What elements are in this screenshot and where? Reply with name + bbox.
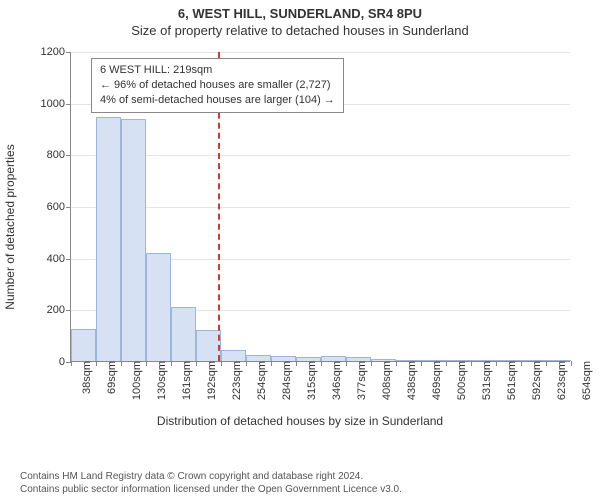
annotation-line: ← 96% of detached houses are smaller (2,… [100,78,335,93]
y-tick-mark [66,104,71,105]
x-tick-mark [146,361,147,366]
x-tick-label: 38sqm [75,361,93,394]
x-tick-mark [446,361,447,366]
x-tick-label: 346sqm [325,361,343,400]
x-tick-label: 408sqm [375,361,393,400]
annotation-line: 6 WEST HILL: 219sqm [100,63,335,78]
x-tick-mark [196,361,197,366]
title-subtitle: Size of property relative to detached ho… [0,21,600,42]
x-tick-label: 223sqm [225,361,243,400]
y-tick-mark [66,259,71,260]
x-tick-mark [321,361,322,366]
footer-attribution: Contains HM Land Registry data © Crown c… [0,470,600,496]
annotation-line: 4% of semi-detached houses are larger (1… [100,93,335,108]
x-axis-label: Distribution of detached houses by size … [0,412,600,428]
title-address: 6, WEST HILL, SUNDERLAND, SR4 8PU [0,0,600,21]
x-tick-mark [396,361,397,366]
x-tick-mark [496,361,497,366]
x-tick-mark [571,361,572,366]
x-tick-label: 438sqm [400,361,418,400]
histogram-bar [121,119,146,361]
y-tick-mark [66,155,71,156]
y-tick-mark [66,52,71,53]
histogram-bar [221,350,246,361]
x-tick-label: 469sqm [425,361,443,400]
x-tick-label: 377sqm [350,361,368,400]
x-tick-label: 254sqm [250,361,268,400]
x-tick-mark [421,361,422,366]
x-tick-mark [71,361,72,366]
x-tick-mark [121,361,122,366]
x-tick-mark [371,361,372,366]
chart-container: Number of detached properties 6 WEST HIL… [20,42,580,412]
histogram-bar [96,117,121,361]
x-tick-mark [546,361,547,366]
x-tick-mark [521,361,522,366]
footer-line: Contains public sector information licen… [20,483,600,496]
footer-line: Contains HM Land Registry data © Crown c… [20,470,600,483]
x-tick-mark [471,361,472,366]
y-axis-label: Number of detached properties [3,144,17,309]
x-tick-label: 100sqm [125,361,143,400]
x-tick-mark [221,361,222,366]
x-tick-label: 623sqm [550,361,568,400]
x-tick-label: 192sqm [200,361,218,400]
x-tick-mark [96,361,97,366]
x-tick-label: 161sqm [175,361,193,400]
x-tick-label: 654sqm [575,361,593,400]
x-tick-mark [271,361,272,366]
x-tick-mark [346,361,347,366]
x-tick-label: 561sqm [500,361,518,400]
y-tick-mark [66,310,71,311]
x-tick-label: 500sqm [450,361,468,400]
x-tick-label: 592sqm [525,361,543,400]
x-tick-label: 531sqm [475,361,493,400]
histogram-bar [71,329,96,361]
x-tick-mark [171,361,172,366]
x-tick-mark [246,361,247,366]
x-tick-label: 130sqm [150,361,168,400]
x-tick-mark [296,361,297,366]
histogram-bar [171,307,196,361]
x-tick-label: 315sqm [300,361,318,400]
y-tick-mark [66,207,71,208]
plot-area: 6 WEST HILL: 219sqm ← 96% of detached ho… [70,52,570,362]
x-tick-label: 69sqm [100,361,118,394]
histogram-bar [146,253,171,362]
annotation-box: 6 WEST HILL: 219sqm ← 96% of detached ho… [91,58,344,113]
x-tick-label: 284sqm [275,361,293,400]
